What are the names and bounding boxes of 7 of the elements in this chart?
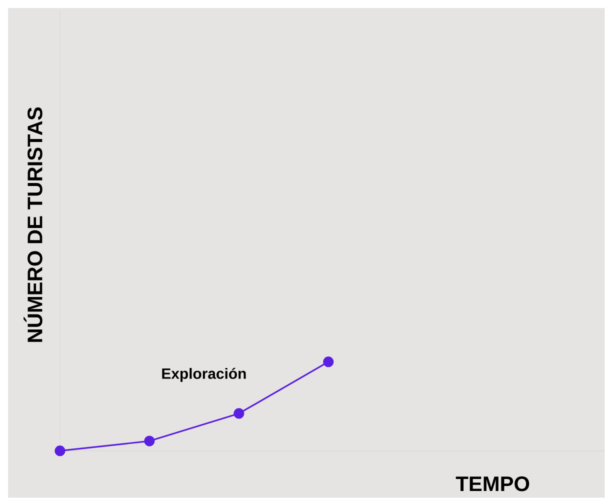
x-axis-title: TEMPO	[456, 476, 530, 492]
point	[144, 436, 155, 446]
y-axis-title: NÚMERO DE TURISTAS	[24, 107, 42, 342]
point	[323, 356, 334, 368]
annotation: Exploración	[162, 368, 246, 382]
point	[54, 446, 66, 456]
point	[234, 408, 244, 419]
